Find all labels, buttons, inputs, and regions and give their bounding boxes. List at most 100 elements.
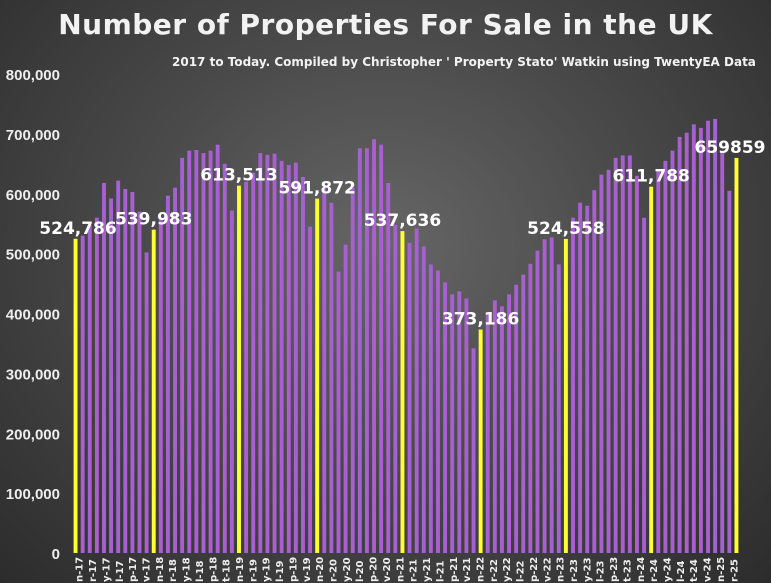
- y-tick-label: 300,000: [6, 366, 60, 383]
- bar: [542, 239, 547, 553]
- bar: [571, 217, 575, 553]
- x-tick-label: n-23: [556, 557, 567, 582]
- bar: [222, 163, 227, 553]
- bar: [698, 127, 703, 553]
- data-label: 373,186: [442, 310, 519, 330]
- bar: [286, 165, 291, 553]
- bar-highlight: [73, 238, 78, 553]
- x-tick-label: r-18: [168, 559, 179, 582]
- bar: [670, 150, 675, 553]
- bar: [421, 246, 426, 553]
- bar: [130, 191, 135, 553]
- bar: [578, 202, 583, 554]
- bar: [208, 150, 213, 553]
- bar: [180, 157, 185, 553]
- bar: [350, 187, 355, 553]
- x-axis: n-17 r-17 y-17 l-17 p-17 v-17 n-18 r-18 y-18 l-18…: [75, 557, 741, 582]
- x-tick-label: t-18: [222, 559, 233, 582]
- x-tick-label: y-19: [262, 557, 273, 582]
- y-tick-label: 400,000: [6, 307, 60, 324]
- bar: [364, 148, 369, 553]
- bar: [144, 252, 149, 553]
- bar: [684, 132, 689, 553]
- x-tick-label: p-18: [208, 557, 219, 582]
- bar: [137, 211, 142, 553]
- bar: [301, 176, 305, 554]
- data-label: 613,513: [200, 166, 277, 186]
- x-tick-label: y-17: [101, 557, 112, 582]
- bar: [379, 144, 384, 553]
- bar: [329, 202, 334, 554]
- bar: [556, 264, 561, 553]
- x-tick-label: n-17: [75, 557, 86, 582]
- bar: [386, 182, 391, 553]
- bar: [720, 151, 725, 553]
- bar-highlight: [734, 157, 739, 553]
- data-label: 539,983: [115, 210, 192, 230]
- bar-highlight: [478, 329, 483, 553]
- bar: [492, 300, 497, 553]
- x-tick-label: v-17: [141, 557, 152, 582]
- bar-highlight: [563, 238, 568, 554]
- bar: [663, 160, 668, 553]
- bar: [521, 274, 526, 553]
- x-tick-label: v-20: [382, 557, 393, 582]
- x-tick-label: y-18: [182, 557, 193, 582]
- bar: [116, 180, 121, 553]
- y-tick-label: 500,000: [6, 247, 60, 264]
- bar: [123, 188, 128, 553]
- data-label: 591,872: [278, 179, 355, 199]
- x-tick-label: p-23: [609, 557, 620, 582]
- bar: [627, 155, 632, 553]
- y-axis: 0 100,000 200,000 300,000 400,000 500,000 600,…: [6, 67, 60, 563]
- bar: [677, 136, 682, 553]
- x-tick-label: p-21: [449, 557, 460, 582]
- y-tick-label: 800,000: [6, 67, 60, 84]
- bar: [165, 195, 170, 554]
- x-tick-label: y-22: [502, 557, 513, 582]
- bar: [535, 250, 540, 553]
- x-tick-label: t-24: [689, 559, 700, 582]
- x-tick-label: v-21: [462, 557, 473, 582]
- chart-subtitle: 2017 to Today. Compiled by Christopher '…: [172, 55, 756, 69]
- bar: [599, 174, 604, 553]
- data-label: 524,558: [527, 219, 604, 239]
- bar: [251, 172, 256, 554]
- x-tick-label: r-23: [569, 559, 580, 582]
- bar: [407, 242, 412, 553]
- bar: [713, 118, 718, 553]
- bar: [613, 157, 618, 553]
- bar: [258, 153, 263, 554]
- bar: [585, 205, 590, 554]
- bar: [322, 187, 327, 553]
- chart-title: Number of Properties For Sale in the UK: [58, 8, 713, 41]
- y-tick-label: 100,000: [6, 486, 60, 503]
- bar: [620, 155, 625, 553]
- x-tick-label: r-24: [649, 559, 660, 582]
- bar: [485, 312, 490, 553]
- x-tick-label: r-21: [409, 559, 420, 582]
- bar: [173, 187, 177, 553]
- bar: [592, 190, 597, 553]
- y-tick-label: 700,000: [6, 127, 60, 144]
- bar: [94, 217, 99, 553]
- x-tick-label: l-22: [516, 560, 527, 582]
- x-tick-label: l-20: [355, 560, 366, 582]
- bar: [443, 282, 448, 553]
- bar: [102, 182, 106, 553]
- bar: [507, 294, 511, 553]
- bar: [436, 270, 440, 553]
- x-tick-label: r-22: [489, 559, 500, 582]
- x-tick-label: n-21: [395, 557, 406, 582]
- bar: [457, 291, 462, 553]
- bar: [450, 294, 455, 553]
- x-tick-label: n-19: [235, 557, 246, 582]
- x-tick-label: n-24: [636, 557, 647, 582]
- bar: [229, 210, 234, 553]
- bar: [343, 244, 348, 553]
- x-tick-label: y-21: [422, 557, 433, 582]
- bar-highlight: [649, 186, 654, 553]
- x-tick-label: p-17: [128, 557, 139, 582]
